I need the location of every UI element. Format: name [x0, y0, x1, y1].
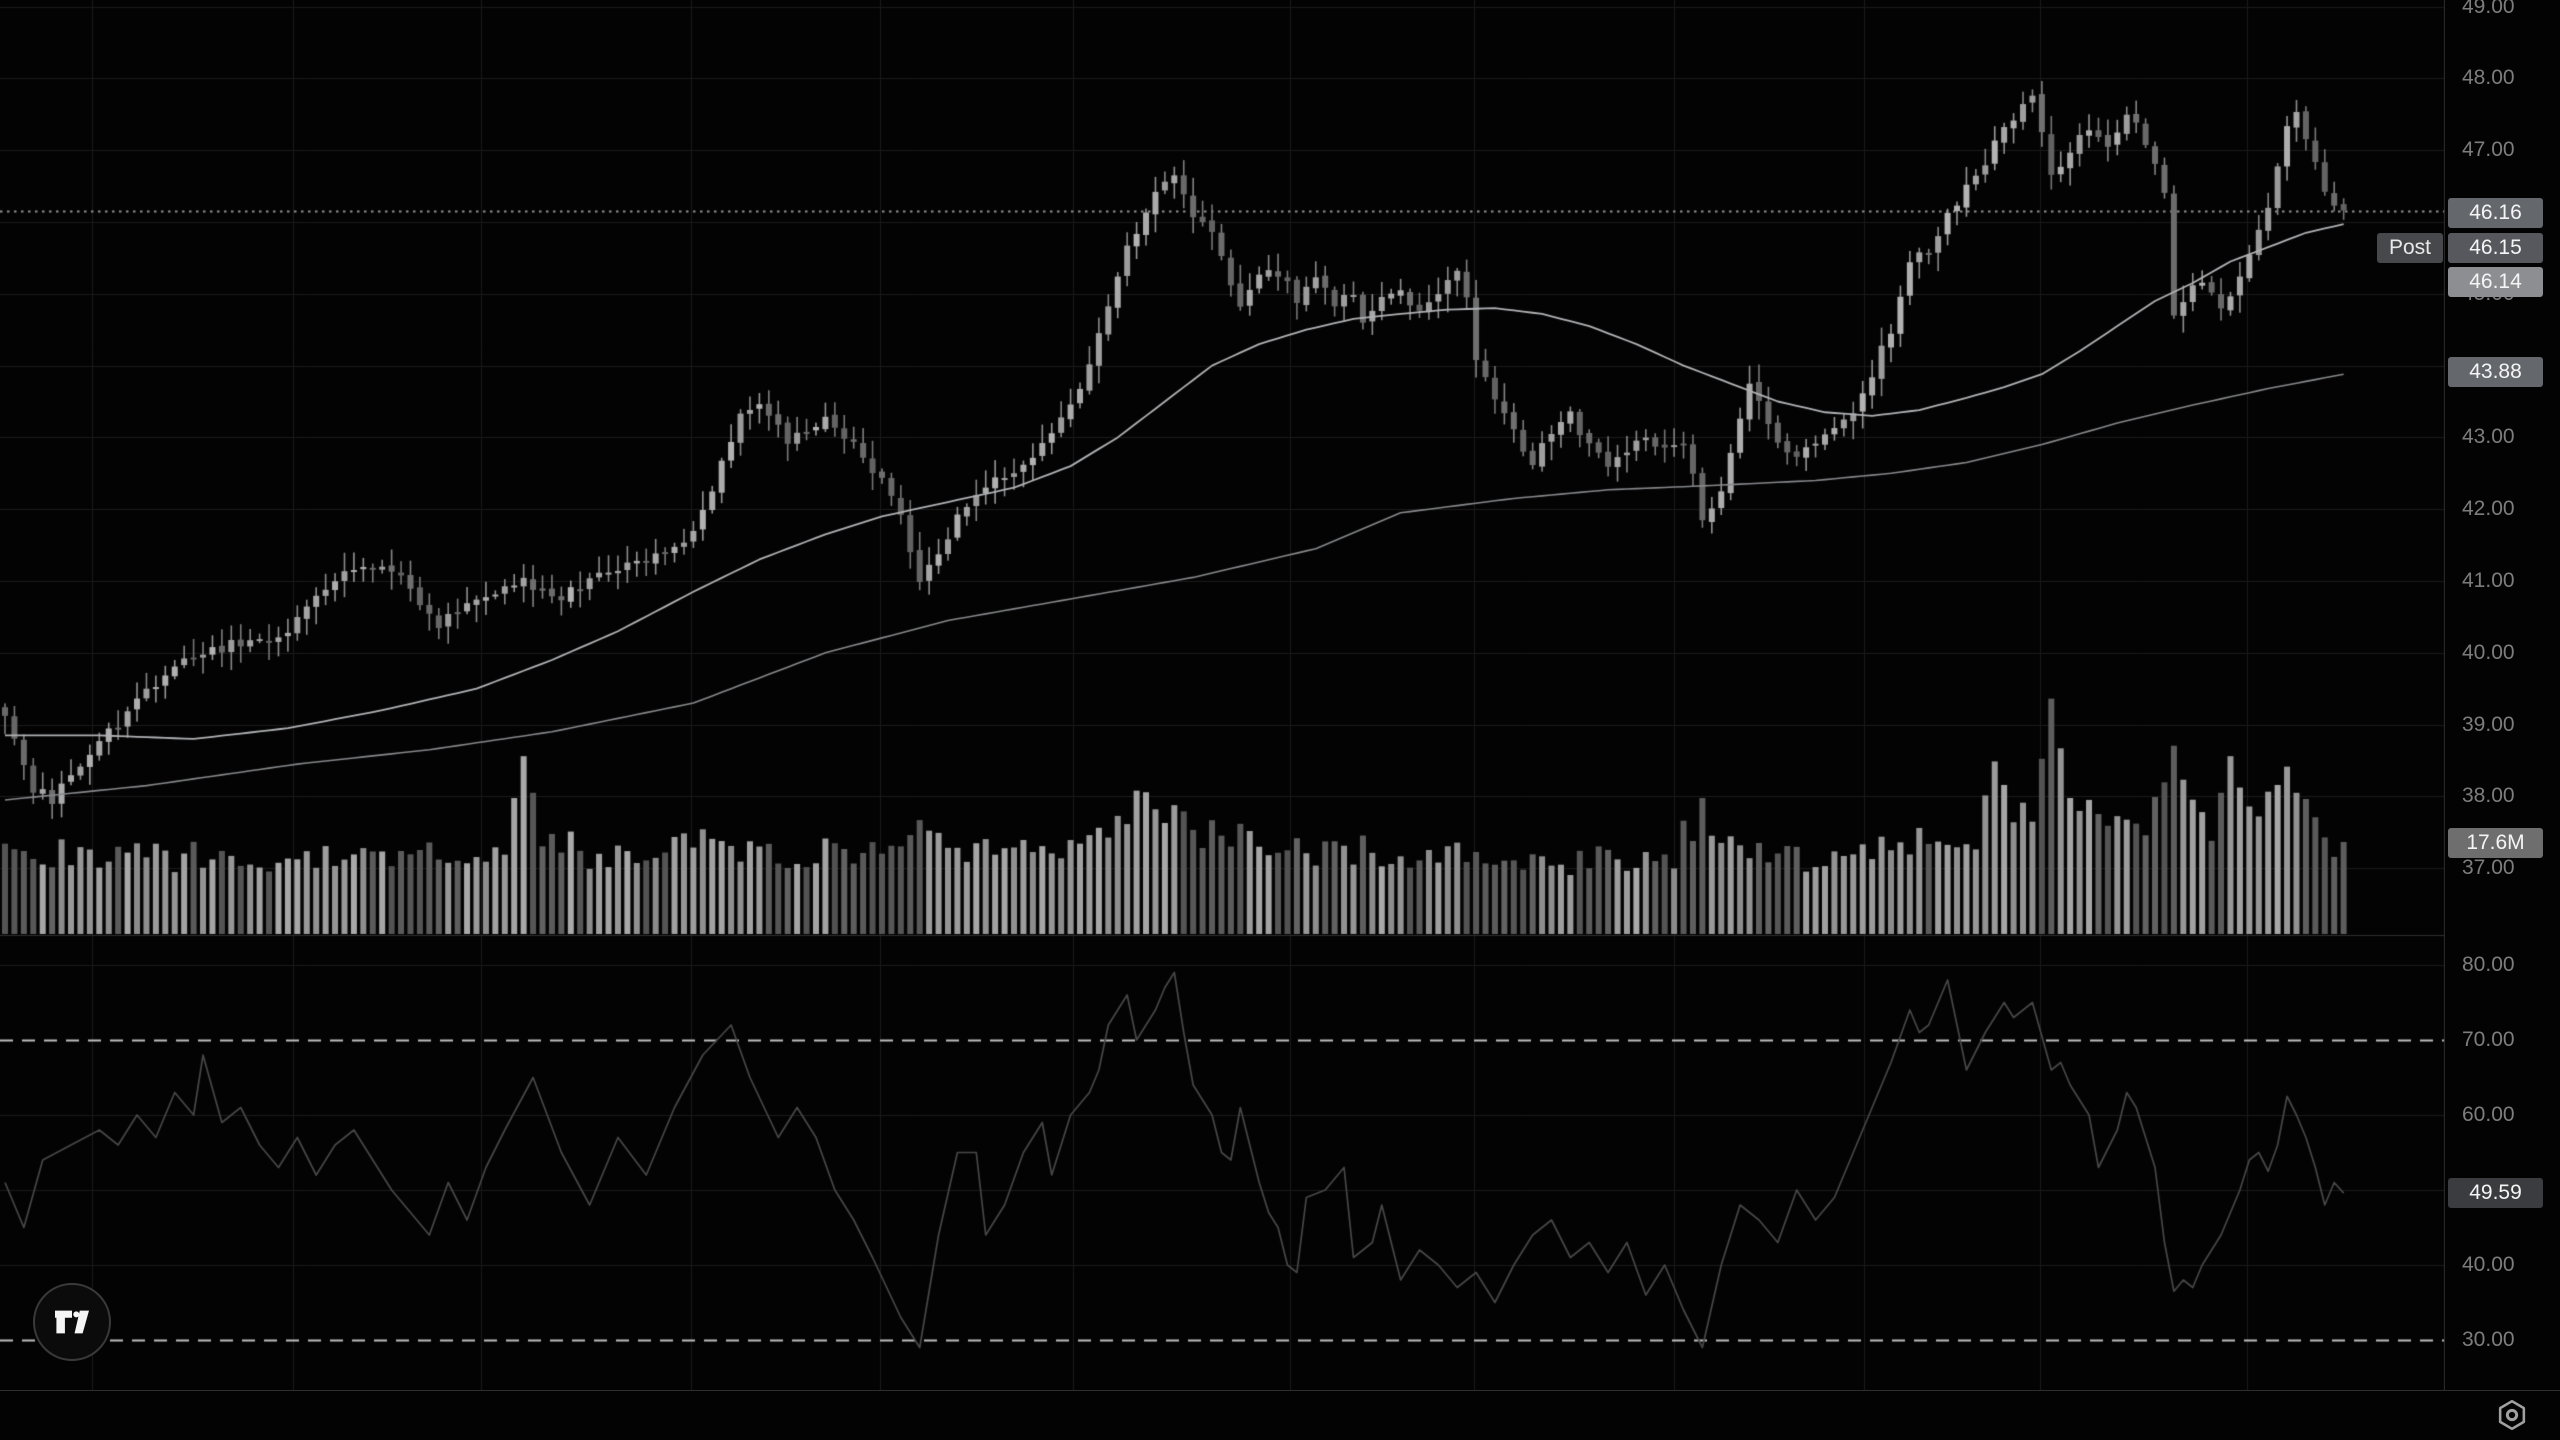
rsi-tick-label: 70.00 — [2462, 1028, 2515, 1051]
volume-value-badge: 17.6M — [2448, 828, 2543, 858]
price-tick-label: 40.00 — [2462, 640, 2515, 664]
rsi-value-badge: 49.59 — [2448, 1178, 2543, 1208]
post-price-badge: 46.15 — [2448, 233, 2543, 263]
price-tick-label: 37.00 — [2462, 856, 2515, 880]
gear-icon — [2498, 1399, 2526, 1431]
rsi-tick-label: 30.00 — [2462, 1328, 2515, 1351]
rsi-tick-label: 60.00 — [2462, 1103, 2515, 1126]
price-tick-label: 49.00 — [2462, 0, 2515, 18]
price-tick-label: 41.00 — [2462, 569, 2515, 592]
price-tick-label: 39.00 — [2462, 712, 2515, 736]
price-tick-label: 47.00 — [2462, 138, 2515, 162]
price-tick-label: 48.00 — [2462, 66, 2515, 90]
tradingview-logo-icon — [55, 1310, 89, 1334]
rsi-tick-label: 80.00 — [2462, 953, 2515, 976]
post-market-tag: Post — [2377, 233, 2443, 263]
settings-button[interactable] — [2492, 1396, 2532, 1434]
price-tick-label: 42.00 — [2462, 497, 2515, 521]
ma-value-badge: 43.88 — [2448, 357, 2543, 387]
price-axis[interactable] — [2445, 0, 2560, 1390]
last-price-badge: 46.16 — [2448, 198, 2543, 228]
tradingview-logo[interactable] — [33, 1283, 111, 1361]
bid-price-badge: 46.14 — [2448, 267, 2543, 297]
price-tick-label: 38.00 — [2462, 784, 2515, 808]
price-tick-label: 43.00 — [2462, 425, 2515, 449]
time-axis[interactable]: MayJunJulAugSepOctNovDec2026FebMarAprMa — [0, 1391, 2560, 1440]
rsi-tick-label: 40.00 — [2462, 1253, 2515, 1276]
